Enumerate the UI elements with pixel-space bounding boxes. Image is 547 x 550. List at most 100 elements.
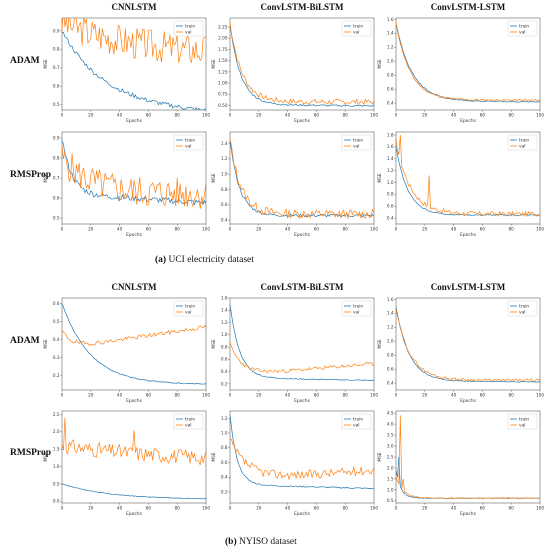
x-tick-label: 0	[61, 506, 64, 511]
x-tick-label: 60	[146, 113, 152, 118]
y-axis-label: MSE	[43, 173, 49, 183]
y-tick-label: 1.6	[221, 295, 228, 300]
x-tick-label: 40	[451, 393, 457, 398]
series-line-val	[396, 415, 540, 500]
column-heading-convlstm-bilstm: ConvLSTM-BiLSTM	[260, 282, 344, 292]
y-tick-label: 0.5	[387, 498, 394, 503]
x-tick-label: 80	[175, 506, 181, 511]
x-tick-label: 60	[146, 227, 152, 232]
y-tick-label: 0.4	[221, 475, 228, 480]
series-line-val	[396, 308, 540, 383]
legend-label-train: train	[353, 304, 363, 310]
column-heading-cnnlstm: CNNLSTM	[111, 282, 157, 292]
y-tick-label: 1.2	[387, 325, 394, 330]
x-tick-label: 100	[536, 393, 544, 398]
x-axis-label: Epochs	[460, 232, 476, 238]
series-line-val	[62, 324, 206, 347]
x-tick-label: 40	[451, 506, 457, 511]
y-tick-label: 0.6	[221, 357, 228, 362]
chart-a-rmsprop-convlstm-lstm: 0 20 40 60 80 100 0.4 0.6 0.8 1.0 1.2 1.4 1.6 1.8 Epoc…	[377, 131, 544, 238]
x-tick-label: 100	[370, 113, 378, 118]
y-tick-label: 0.2	[221, 489, 228, 494]
x-tick-label: 20	[88, 113, 94, 118]
x-axis-label: Epochs	[294, 232, 310, 238]
chart-b-adam-cnnlstm: 0 20 40 60 80 100 0.2 0.3 0.4 0.5 0.6 Epochs MSE trai…	[43, 297, 210, 404]
chart-a-rmsprop-convlstm-bilstm: 0 20 40 60 80 100 0.4 0.6 0.8 1.0 1.2 1.4 Epochs MSE t…	[211, 131, 378, 238]
series-line-val	[230, 438, 374, 481]
y-tick-label: 1.0	[221, 332, 228, 337]
y-tick-label: 0.5	[53, 102, 60, 107]
series-line-val	[62, 18, 206, 64]
legend-label-train: train	[185, 24, 195, 30]
legend-label-train: train	[185, 304, 195, 310]
x-tick-label: 60	[480, 113, 486, 118]
x-tick-label: 0	[395, 113, 398, 118]
y-tick-label: 1.4	[221, 308, 228, 313]
legend-label-val: val	[519, 144, 526, 150]
series-line-train	[396, 306, 540, 383]
series-line-val	[396, 21, 540, 102]
y-tick-label: 0.7	[53, 175, 60, 180]
y-tick-label: 0.0	[53, 499, 60, 504]
x-tick-label: 60	[480, 227, 486, 232]
x-tick-label: 20	[256, 227, 262, 232]
chart-a-rmsprop-cnnlstm: 0 20 40 60 80 100 0.5 0.6 0.7 0.8 0.9 Epochs MSE trai…	[43, 131, 210, 238]
y-axis-label: MSE	[211, 173, 217, 183]
y-tick-label: 0.5	[53, 481, 60, 486]
y-tick-label: 1.4	[387, 311, 394, 316]
legend-label-val: val	[353, 144, 360, 150]
series-line-train	[396, 147, 540, 217]
y-tick-label: 0.8	[221, 344, 228, 349]
series-line-train	[230, 25, 374, 107]
row-heading-rmsprop: RMSProp	[10, 170, 51, 180]
row-heading-adam: ADAM	[10, 56, 40, 66]
x-tick-label: 0	[229, 113, 232, 118]
y-tick-label: 0.6	[53, 195, 60, 200]
x-tick-label: 20	[256, 393, 262, 398]
x-tick-label: 60	[314, 227, 320, 232]
y-tick-label: 0.6	[387, 366, 394, 371]
x-tick-label: 0	[61, 227, 64, 232]
series-line-train	[230, 415, 374, 490]
x-tick-label: 100	[370, 227, 378, 232]
x-tick-label: 100	[370, 393, 378, 398]
series-line-train	[230, 304, 374, 382]
x-tick-label: 0	[61, 113, 64, 118]
y-tick-label: 2.0	[53, 429, 60, 434]
x-tick-label: 0	[229, 393, 232, 398]
caption-b: (b) NYISO dataset	[225, 536, 297, 547]
column-heading-convlstm-lstm: ConvLSTM-LSTM	[431, 282, 506, 292]
y-tick-label: 0.8	[387, 73, 394, 78]
y-tick-label: 4.5	[387, 411, 394, 416]
x-axis-label: Epochs	[126, 118, 142, 124]
y-tick-label: 0.4	[387, 380, 394, 385]
x-tick-label: 80	[343, 113, 349, 118]
series-line-val	[230, 342, 374, 374]
y-tick-label: 0.4	[221, 218, 228, 223]
y-tick-label: 0.8	[387, 192, 394, 197]
x-tick-label: 20	[256, 506, 262, 511]
column-heading-convlstm-bilstm: ConvLSTM-BiLSTM	[260, 2, 344, 12]
x-tick-label: 80	[509, 227, 515, 232]
y-tick-label: 0.9	[53, 28, 60, 33]
legend-label-val: val	[185, 30, 192, 36]
x-tick-label: 40	[285, 393, 291, 398]
x-tick-label: 20	[422, 506, 428, 511]
x-tick-label: 0	[395, 393, 398, 398]
chart-a-adam-convlstm-lstm: 0 20 40 60 80 100 0.4 0.6 0.8 1.0 1.2 1.4 1.6 Epochs M…	[377, 17, 544, 124]
y-tick-label: 0.6	[221, 460, 228, 465]
x-axis-label: Epochs	[460, 511, 476, 517]
y-tick-label: 1.0	[387, 487, 394, 492]
series-line-train	[396, 23, 540, 103]
y-tick-label: 0.4	[221, 369, 228, 374]
x-tick-label: 80	[175, 393, 181, 398]
y-tick-label: 2.25	[218, 24, 228, 29]
y-axis-label: MSE	[377, 452, 383, 462]
x-axis-label: Epochs	[126, 511, 142, 517]
y-tick-label: 1.0	[387, 339, 394, 344]
x-tick-label: 60	[314, 506, 320, 511]
x-tick-label: 40	[451, 113, 457, 118]
y-tick-label: 0.6	[221, 202, 228, 207]
y-tick-label: 0.4	[387, 215, 394, 220]
